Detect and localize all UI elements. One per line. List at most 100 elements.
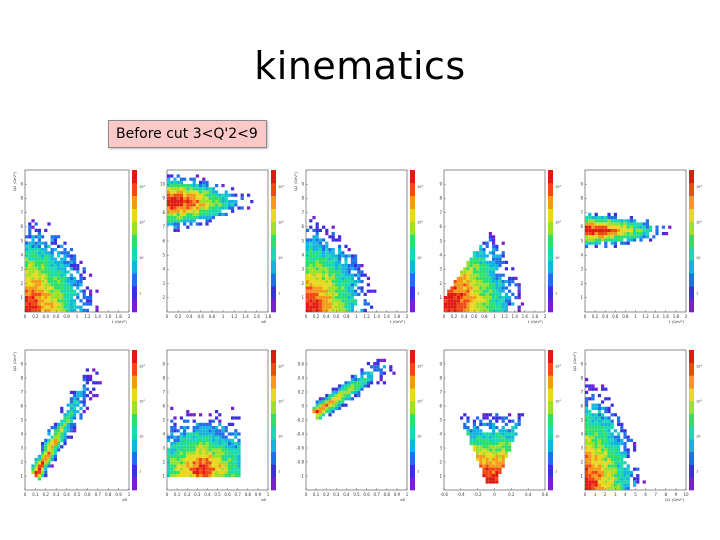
heatmap-cell xyxy=(167,190,171,194)
heatmap-cell xyxy=(309,299,313,303)
heatmap-cell xyxy=(189,467,193,471)
heatmap-cell xyxy=(338,308,342,312)
heatmap-cell xyxy=(215,429,219,433)
heatmap-cell xyxy=(41,308,45,312)
x-axis-label: xB xyxy=(261,497,266,502)
heatmap-cell xyxy=(501,442,505,446)
y-tick-label: 0.4 xyxy=(298,375,305,380)
heatmap-cell xyxy=(69,273,73,277)
heatmap-cell xyxy=(315,248,319,252)
y-tick-label: 8 xyxy=(20,375,23,380)
heatmap-cell xyxy=(89,374,93,378)
heatmap-cell xyxy=(50,254,54,258)
heatmap-cell xyxy=(344,390,348,394)
heatmap-cell xyxy=(63,280,67,284)
heatmap-cell xyxy=(498,435,502,439)
heatmap-cell xyxy=(585,403,589,407)
heatmap-cell xyxy=(205,429,209,433)
color-scale-segment xyxy=(132,286,137,300)
heatmap-cell xyxy=(338,280,342,284)
heatmap-cell xyxy=(331,267,335,271)
heatmap-cell xyxy=(591,438,595,442)
heatmap-cell xyxy=(322,296,326,300)
heatmap-cell xyxy=(331,410,335,414)
heatmap-cell xyxy=(469,442,473,446)
heatmap-cell xyxy=(234,416,238,420)
heatmap-cell xyxy=(195,442,199,446)
heatmap-cell xyxy=(195,467,199,471)
heatmap-cell xyxy=(495,292,499,296)
x-tick-label: 0.4 xyxy=(525,492,532,497)
heatmap-cell xyxy=(338,270,342,274)
heatmap-cell xyxy=(488,251,492,255)
heatmap-cell xyxy=(341,403,345,407)
heatmap-cell xyxy=(629,235,633,239)
heatmap-cell xyxy=(488,238,492,242)
heatmap-cell xyxy=(495,248,499,252)
heatmap-cell xyxy=(215,470,219,474)
heatmap-cell xyxy=(47,445,51,449)
heatmap-cell xyxy=(34,308,38,312)
heatmap-cell xyxy=(218,438,222,442)
heatmap-cell xyxy=(41,235,45,239)
heatmap-cell xyxy=(176,219,180,223)
heatmap-cell xyxy=(601,419,605,423)
heatmap-cell xyxy=(610,403,614,407)
heatmap-cell xyxy=(82,267,86,271)
heatmap-cell xyxy=(591,480,595,484)
heatmap-cell xyxy=(76,397,80,401)
heatmap-cell xyxy=(224,212,228,216)
heatmap-cell xyxy=(601,458,605,462)
heatmap-cell xyxy=(601,225,605,229)
heatmap-cell xyxy=(344,387,348,391)
heatmap-cell xyxy=(350,302,354,306)
color-scale-segment xyxy=(410,247,415,261)
heatmap-cell xyxy=(456,305,460,309)
heatmap-cell xyxy=(315,299,319,303)
heatmap-cell xyxy=(189,193,193,197)
heatmap-cell xyxy=(633,222,637,226)
heatmap-cell xyxy=(224,445,228,449)
color-scale-segment xyxy=(132,426,137,440)
z-tick-label: 1 xyxy=(696,470,698,474)
heatmap-cell xyxy=(354,292,358,296)
heatmap-cell xyxy=(306,244,310,248)
heatmap-cell xyxy=(179,464,183,468)
heatmap-cell xyxy=(495,308,499,312)
heatmap-cell xyxy=(594,451,598,455)
x-axis-label: t (GeV²) xyxy=(669,319,685,324)
heatmap-cell xyxy=(41,280,45,284)
heatmap-cell xyxy=(47,280,51,284)
heatmap-cell xyxy=(517,308,521,312)
heatmap-cell xyxy=(60,257,64,261)
heatmap-cell xyxy=(623,228,627,232)
heatmap-cell xyxy=(597,486,601,490)
heatmap-cell xyxy=(341,308,345,312)
x-axis-label: Q2 (GeV²) xyxy=(665,497,684,502)
heatmap-cell xyxy=(179,216,183,220)
heatmap-cell xyxy=(466,260,470,264)
heatmap-cell xyxy=(597,238,601,242)
heatmap-cell xyxy=(315,254,319,258)
heatmap-cell xyxy=(224,435,228,439)
heatmap-cell xyxy=(476,308,480,312)
heatmap-cell xyxy=(37,248,41,252)
x-tick-label: 1.4 xyxy=(512,314,519,319)
heatmap-cell xyxy=(597,454,601,458)
heatmap-cell xyxy=(472,257,476,261)
heatmap-cell xyxy=(44,248,48,252)
heatmap-cell xyxy=(479,464,483,468)
heatmap-cell xyxy=(53,305,57,309)
heatmap-cell xyxy=(37,283,41,287)
heatmap-cell xyxy=(338,276,342,280)
heatmap-cell xyxy=(199,429,203,433)
y-axis-label: Q2 (GeV²) xyxy=(12,351,17,370)
x-tick-label: 0.4 xyxy=(323,314,330,319)
heatmap-cell xyxy=(498,432,502,436)
heatmap-cell xyxy=(492,467,496,471)
heatmap-cell xyxy=(492,251,496,255)
heatmap-cell xyxy=(237,445,241,449)
heatmap-cell xyxy=(50,292,54,296)
z-tick-label: 10² xyxy=(278,220,284,224)
